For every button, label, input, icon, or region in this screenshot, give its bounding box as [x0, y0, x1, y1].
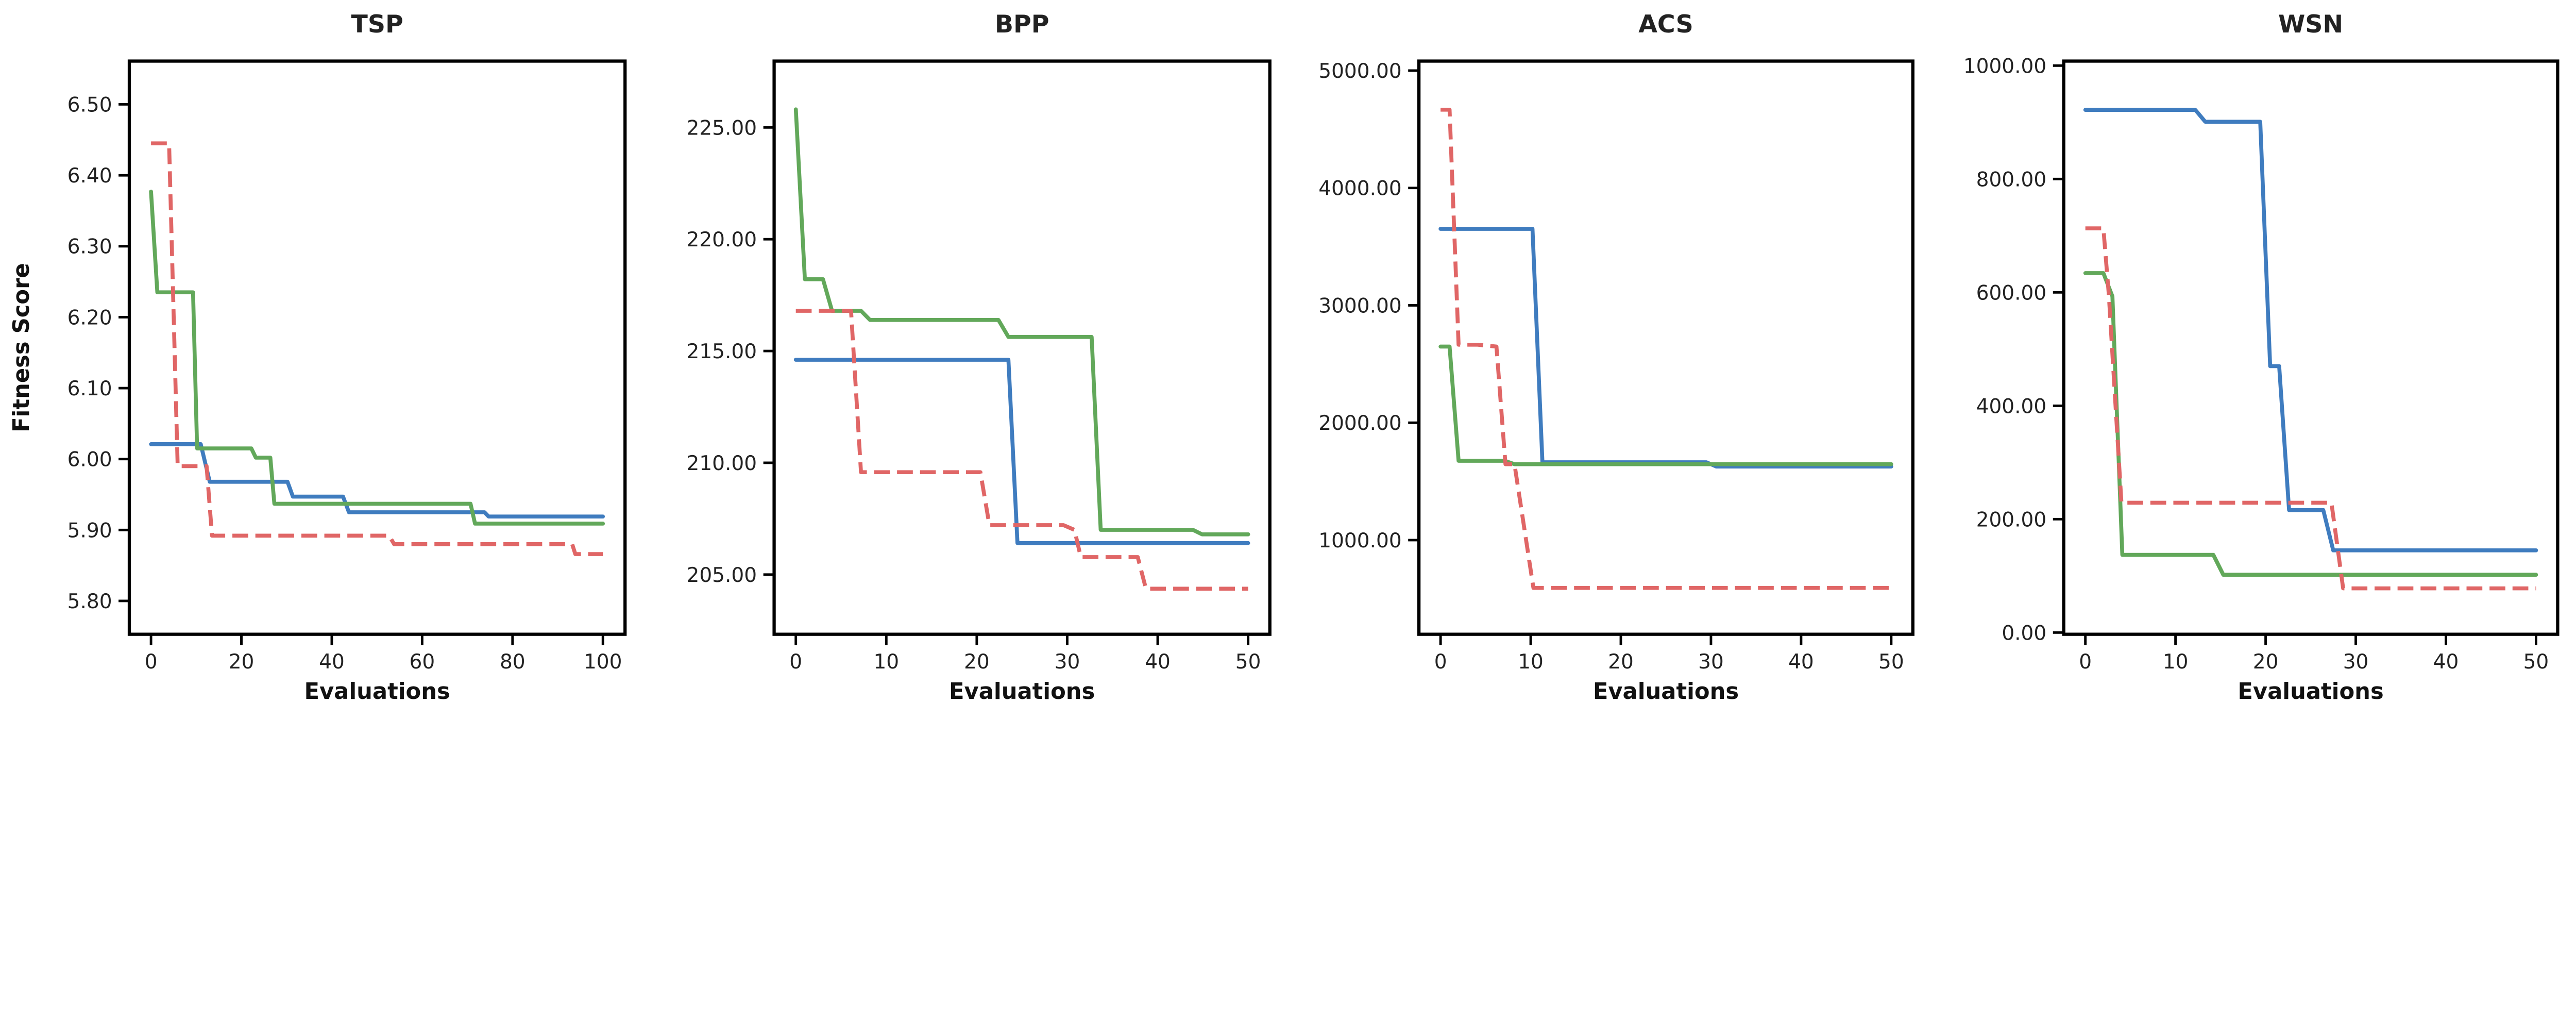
x-tick-label: 20: [2253, 650, 2279, 674]
y-tick-label: 5.90: [67, 519, 112, 542]
x-tick-label: 0: [2079, 650, 2092, 674]
x-axis-label: Evaluations: [949, 679, 1095, 705]
x-tick-label: 30: [2343, 650, 2369, 674]
x-tick-label: 0: [145, 650, 158, 674]
x-tick-label: 40: [1788, 650, 1814, 674]
series-line-0: [1438, 227, 1893, 469]
series-line-0: [793, 358, 1250, 545]
series-line-2: [1440, 107, 1891, 590]
x-tick-label: 10: [873, 650, 899, 674]
x-tick-label: 10: [2163, 650, 2189, 674]
x-axis-label: Evaluations: [2238, 679, 2383, 705]
y-tick-label: 6.50: [67, 93, 112, 116]
series-line-2: [795, 309, 1248, 591]
y-tick-label: 3000.00: [1318, 294, 1401, 317]
x-tick-label: 0: [789, 650, 802, 674]
x-tick-label: 30: [1055, 650, 1080, 674]
y-tick-label: 400.00: [1976, 395, 2047, 418]
y-tick-label: 225.00: [687, 116, 757, 140]
x-tick-label: 30: [1698, 650, 1724, 674]
axes-frame: [2062, 59, 2560, 636]
subplot-acs: 0 10 20 30 40 50 1000.00 2000.00 3000.00 4000.00 5…: [1318, 10, 1914, 705]
x-tick-label: 100: [584, 650, 622, 674]
axes-frame: [772, 59, 1272, 636]
subplot-tsp: 0 20 40 60 80 100 5.80 5.90 6.00 6.10 6.20 6.30 6.40…: [9, 10, 627, 705]
series-line-1: [149, 189, 605, 526]
y-tick-label: 6.10: [67, 377, 112, 400]
series-line-0: [2083, 108, 2538, 553]
y-tick-label: 5.80: [67, 590, 112, 613]
series-line-2: [2085, 226, 2536, 591]
axes-frame: [1417, 59, 1914, 636]
y-tick-label: 220.00: [687, 228, 757, 252]
series-line-1: [2083, 271, 2538, 577]
y-tick-label: 5000.00: [1318, 60, 1401, 83]
x-axis-label: Evaluations: [1593, 679, 1739, 705]
y-tick-label: 800.00: [1976, 168, 2047, 191]
y-tick-label: 1000.00: [1318, 529, 1401, 553]
y-tick-label: 6.30: [67, 236, 112, 259]
series-line-1: [1438, 344, 1893, 466]
x-tick-label: 60: [410, 650, 435, 674]
y-tick-label: 6.00: [67, 448, 112, 472]
y-tick-label: 6.40: [67, 164, 112, 188]
x-tick-label: 50: [2523, 650, 2549, 674]
subplot-bpp: 0 10 20 30 40 50 205.00 210.00 215.00 220.00 225.0…: [687, 10, 1272, 705]
y-tick-label: 210.00: [687, 452, 757, 475]
y-tick-label: 4000.00: [1318, 177, 1401, 200]
chart-title: BPP: [995, 10, 1049, 39]
x-tick-label: 20: [229, 650, 255, 674]
series-line-1: [793, 107, 1250, 537]
x-tick-label: 20: [964, 650, 990, 674]
y-tick-label: 215.00: [687, 340, 757, 363]
series-line-2: [151, 141, 603, 556]
x-tick-label: 20: [1608, 650, 1634, 674]
figure: 0 20 40 60 80 1005.805.906.006.106.206.306.40…: [9, 10, 2560, 705]
x-tick-label: 40: [319, 650, 345, 674]
y-axis-label: Fitness Score: [9, 263, 35, 432]
y-tick-label: 2000.00: [1318, 412, 1401, 435]
y-tick-label: 0.00: [2002, 622, 2046, 645]
y-tick-label: 205.00: [687, 564, 757, 587]
x-tick-label: 0: [1434, 650, 1447, 674]
x-tick-label: 10: [1518, 650, 1544, 674]
y-tick-label: 600.00: [1976, 281, 2047, 305]
series-line-0: [149, 442, 605, 518]
x-tick-label: 40: [1145, 650, 1171, 674]
subplot-wsn: 0 10 20 30 40 50 0.00 200.00 400.00 600.00 800.00 1…: [1963, 10, 2560, 705]
y-tick-label: 1000.00: [1963, 55, 2046, 78]
chart-title: TSP: [351, 10, 403, 39]
x-tick-label: 50: [1878, 650, 1904, 674]
y-tick-label: 6.20: [67, 306, 112, 329]
axes-frame: [127, 59, 627, 636]
chart-title: ACS: [1638, 10, 1693, 39]
x-axis-label: Evaluations: [304, 679, 450, 705]
chart-title: WSN: [2278, 10, 2343, 39]
y-tick-label: 200.00: [1976, 508, 2047, 531]
x-tick-label: 50: [1235, 650, 1261, 674]
x-tick-label: 40: [2433, 650, 2459, 674]
x-tick-label: 80: [500, 650, 526, 674]
